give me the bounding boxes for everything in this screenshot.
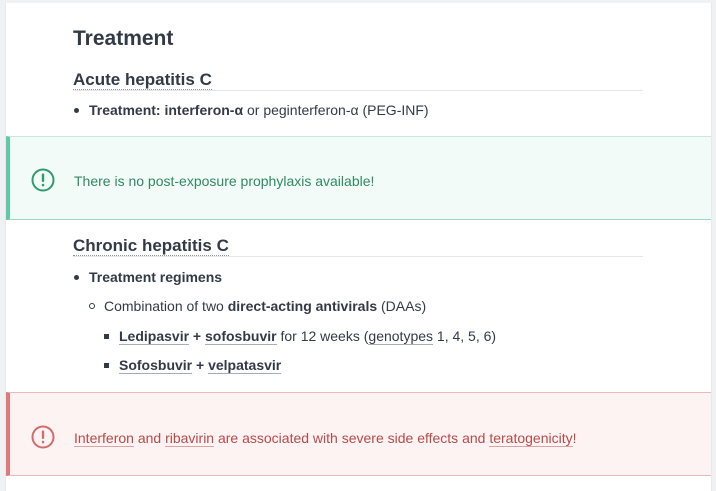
combo-suffix: (DAAs) <box>381 298 427 314</box>
teratogenicity-link[interactable]: teratogenicity <box>489 430 573 447</box>
plus-sign: + <box>196 357 205 373</box>
warning-middle-text: are associated with severe side effects … <box>217 430 486 446</box>
exclamation-circle-icon <box>31 168 55 192</box>
chronic-hepatitis-heading[interactable]: Chronic hepatitis C <box>73 236 643 257</box>
regimen-2-line: Sofosbuvir + velpatasvir <box>119 357 282 374</box>
sofosbuvir-link-2[interactable]: Sofosbuvir <box>119 357 193 374</box>
combination-line: Combination of two direct-acting antivir… <box>104 298 426 314</box>
warning-callout: Interferon and ribavirin are associated … <box>6 392 711 476</box>
bullet-square <box>104 334 109 339</box>
regimen-1-line: Ledipasvir + sofosbuvir for 12 weeks (ge… <box>119 328 497 345</box>
bullet-disc <box>74 275 79 280</box>
combo-prefix: Combination of two <box>104 298 224 314</box>
sofosbuvir-link[interactable]: sofosbuvir <box>205 328 277 345</box>
regimens-label: Treatment regimens <box>89 269 223 285</box>
interferon-link[interactable]: Interferon <box>74 430 134 447</box>
daa-term: direct-acting antivirals <box>227 298 378 314</box>
velpatasvir-link[interactable]: velpatasvir <box>208 357 282 374</box>
acute-heading-text[interactable]: Acute hepatitis C <box>73 70 212 90</box>
bullet-square <box>104 363 109 368</box>
ledipasvir-link[interactable]: Ledipasvir <box>119 328 190 345</box>
drug-peginterferon: peginterferon-α (PEG-INF) <box>263 102 429 118</box>
plus-sign: + <box>192 328 202 344</box>
warning-callout-text: Interferon and ribavirin are associated … <box>74 430 577 447</box>
info-callout: There is no post-exposure prophylaxis av… <box>6 136 711 220</box>
and-text: and <box>137 430 162 446</box>
genotypes-link[interactable]: genotypes <box>368 328 434 345</box>
article-page: Treatment Acute hepatitis C Treatment: i… <box>5 3 712 491</box>
info-callout-text: There is no post-exposure prophylaxis av… <box>74 173 375 189</box>
acute-hepatitis-heading[interactable]: Acute hepatitis C <box>73 70 643 91</box>
treatment-regimens-line: Treatment regimens <box>89 269 222 285</box>
ribavirin-link[interactable]: ribavirin <box>165 430 215 447</box>
bullet-disc <box>74 108 79 113</box>
section-title: Treatment <box>73 27 174 50</box>
genotypes-list: 1, 4, 5, 6) <box>436 328 497 344</box>
acute-treatment-line: Treatment: interferon-α or peginterferon… <box>89 102 429 118</box>
duration-text: for 12 weeks ( <box>280 328 369 344</box>
treatment-label: Treatment: <box>89 102 161 118</box>
drug-interferon-alpha: interferon-α <box>164 102 244 118</box>
chronic-heading-text[interactable]: Chronic hepatitis C <box>73 236 229 256</box>
exclamation-circle-icon <box>31 425 55 449</box>
bullet-circle <box>89 303 95 309</box>
exclamation-text: ! <box>572 430 577 446</box>
connector-text: or <box>246 102 260 118</box>
